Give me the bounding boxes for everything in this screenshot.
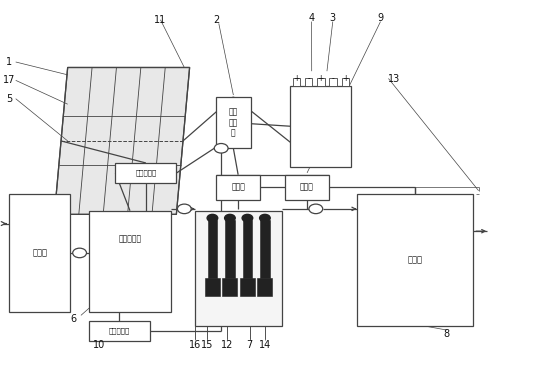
Text: 臭氧循环器: 臭氧循环器	[135, 170, 157, 176]
Text: 11: 11	[155, 15, 167, 25]
FancyBboxPatch shape	[293, 78, 300, 86]
Text: 9: 9	[377, 13, 384, 23]
Text: 12: 12	[221, 340, 233, 350]
Text: +: +	[342, 74, 349, 83]
FancyBboxPatch shape	[225, 220, 235, 278]
Text: 1: 1	[6, 57, 12, 67]
FancyBboxPatch shape	[115, 163, 176, 183]
FancyBboxPatch shape	[240, 278, 255, 296]
FancyBboxPatch shape	[89, 321, 150, 341]
Text: 净水池: 净水池	[407, 256, 423, 265]
FancyBboxPatch shape	[285, 175, 329, 200]
FancyBboxPatch shape	[195, 211, 282, 326]
Circle shape	[214, 144, 228, 153]
Text: -: -	[332, 74, 334, 83]
FancyBboxPatch shape	[260, 220, 270, 278]
FancyBboxPatch shape	[305, 78, 312, 86]
Text: 17: 17	[3, 75, 15, 85]
Text: +: +	[293, 74, 300, 83]
FancyBboxPatch shape	[243, 220, 252, 278]
Text: 4: 4	[309, 13, 314, 23]
Text: 10: 10	[93, 340, 106, 350]
Circle shape	[260, 214, 270, 222]
FancyBboxPatch shape	[357, 194, 473, 326]
Text: 3: 3	[330, 13, 336, 23]
Text: 逆变器: 逆变器	[231, 183, 245, 192]
Polygon shape	[54, 67, 190, 214]
Text: 15: 15	[201, 340, 213, 350]
FancyBboxPatch shape	[317, 78, 325, 86]
Circle shape	[309, 204, 322, 213]
FancyBboxPatch shape	[342, 78, 349, 86]
Text: 控制器: 控制器	[300, 183, 314, 192]
Circle shape	[72, 248, 86, 258]
FancyBboxPatch shape	[290, 86, 351, 166]
Text: 充电
控制
器: 充电 控制 器	[229, 108, 238, 138]
FancyBboxPatch shape	[222, 278, 237, 296]
Text: 16: 16	[189, 340, 201, 350]
Text: 2: 2	[213, 15, 219, 25]
Circle shape	[177, 204, 191, 213]
FancyBboxPatch shape	[257, 278, 272, 296]
Text: 消毒净化池: 消毒净化池	[118, 235, 142, 243]
Text: 臭氧发生器: 臭氧发生器	[109, 328, 130, 334]
Text: 14: 14	[260, 340, 272, 350]
FancyBboxPatch shape	[89, 211, 171, 312]
FancyBboxPatch shape	[216, 175, 260, 200]
Text: 7: 7	[246, 340, 253, 350]
Text: 5: 5	[6, 94, 12, 104]
FancyBboxPatch shape	[205, 278, 220, 296]
Text: 6: 6	[70, 314, 76, 324]
FancyBboxPatch shape	[208, 220, 217, 278]
Circle shape	[224, 214, 235, 222]
Circle shape	[242, 214, 253, 222]
Text: -: -	[308, 74, 310, 83]
Text: +: +	[318, 74, 324, 83]
Text: 8: 8	[443, 329, 450, 339]
FancyBboxPatch shape	[216, 97, 251, 148]
Text: 13: 13	[387, 74, 400, 84]
Text: 原水池: 原水池	[33, 248, 47, 258]
FancyBboxPatch shape	[10, 194, 70, 312]
FancyBboxPatch shape	[329, 78, 337, 86]
Circle shape	[207, 214, 217, 222]
